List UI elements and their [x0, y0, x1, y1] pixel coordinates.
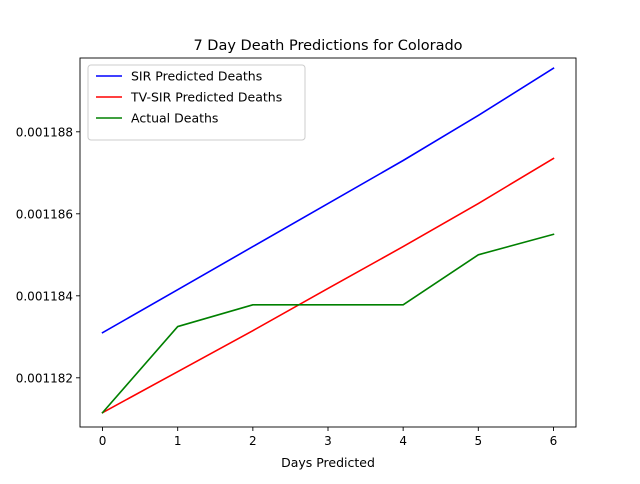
legend-label-1: TV-SIR Predicted Deaths	[130, 90, 282, 105]
axes-layer: 0 1 2 3 4 5 6 0.001182 0.001184 0.001186 0.001188	[16, 57, 577, 448]
legend-box	[87, 64, 306, 141]
legend: SIR Predicted Deaths TV-SIR Predicted Dea…	[87, 64, 306, 141]
x-axis-label: Days Predicted	[281, 455, 375, 470]
y-tick-label-2: 0.001186	[16, 207, 73, 221]
y-tick-label-1: 0.001184	[16, 289, 73, 303]
series-line-2	[101, 233, 555, 414]
x-tick-label-2: 2	[249, 434, 257, 448]
x-tick-label-0: 0	[99, 434, 107, 448]
series-layer	[101, 67, 555, 414]
x-tick-label-5: 5	[474, 434, 482, 448]
chart-title: 7 Day Death Predictions for Colorado	[193, 38, 462, 54]
y-tick-label-0: 0.001182	[16, 371, 73, 385]
series-line-1	[101, 157, 555, 414]
x-tick-label-6: 6	[550, 434, 558, 448]
series-line-0	[101, 67, 555, 334]
x-tick-label-1: 1	[174, 434, 182, 448]
legend-label-0: SIR Predicted Deaths	[131, 69, 262, 84]
x-tick-label-3: 3	[324, 434, 332, 448]
x-tick-label-4: 4	[399, 434, 407, 448]
legend-label-2: Actual Deaths	[131, 111, 218, 126]
y-tick-label-3: 0.001188	[16, 125, 73, 139]
